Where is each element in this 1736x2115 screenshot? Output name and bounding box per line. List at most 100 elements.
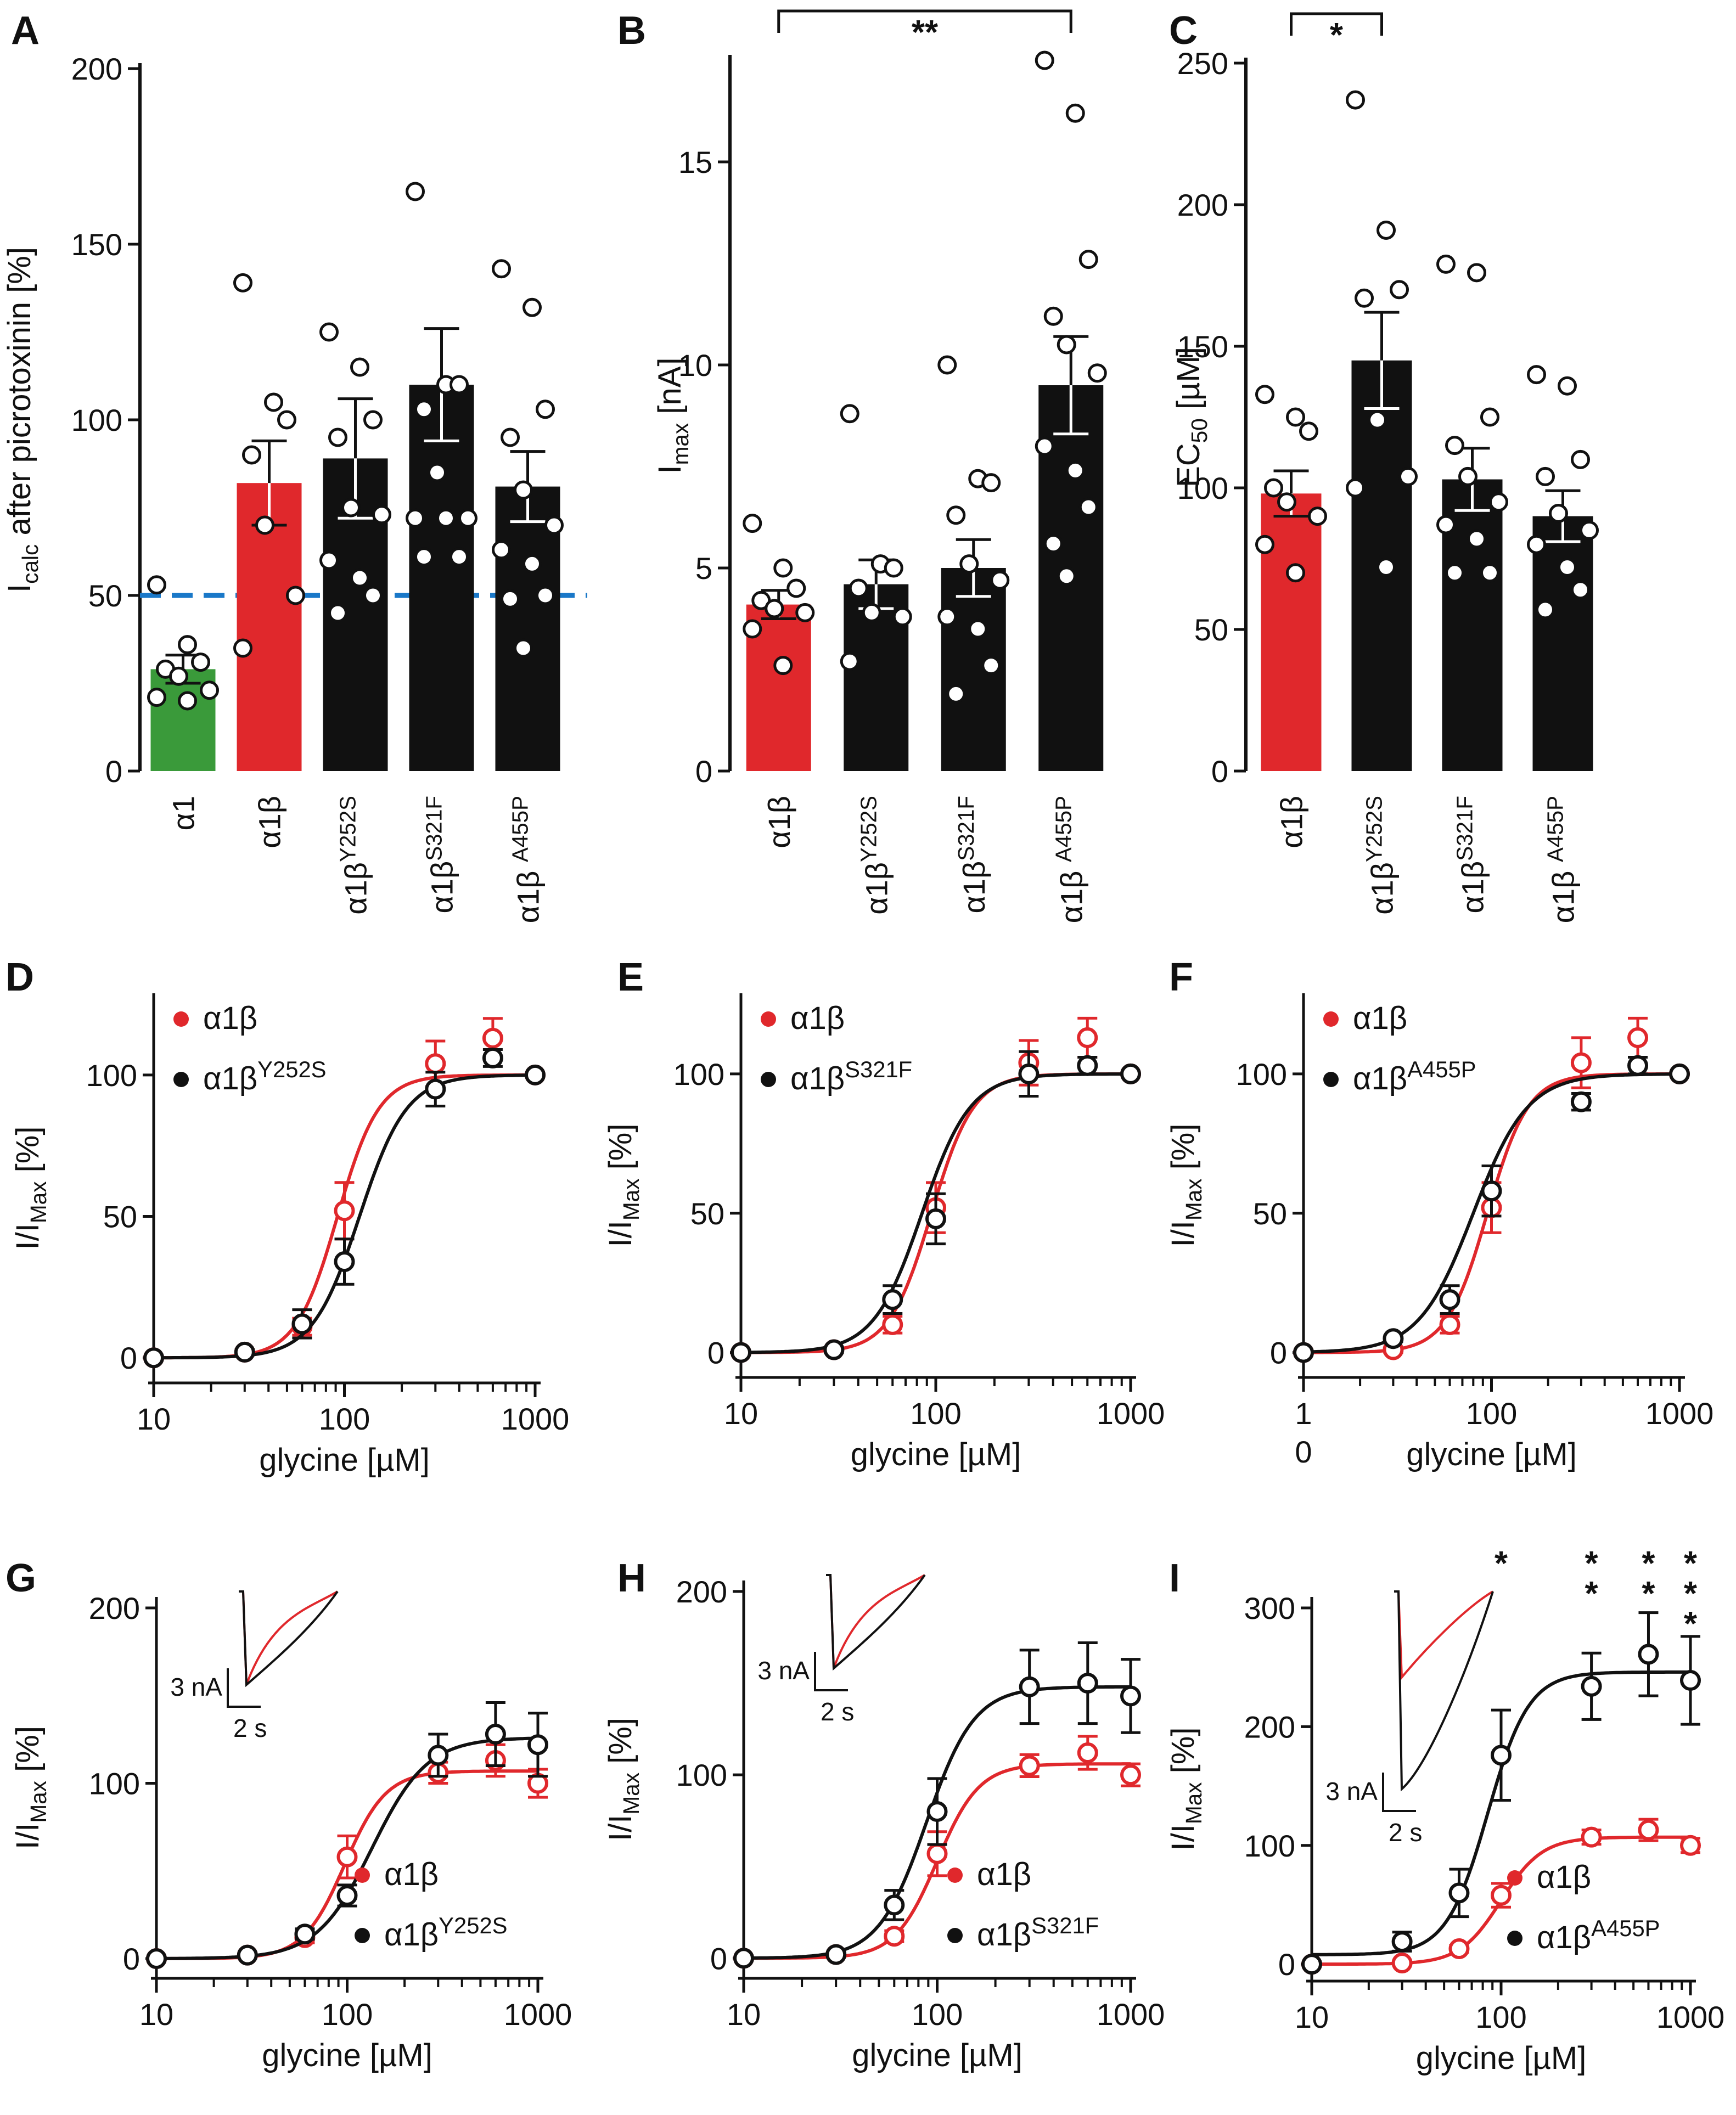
category-label-sup: S321F [422, 796, 447, 861]
y-axis-label-rest: [%] [10, 1127, 46, 1182]
x-tick-label: 10 [724, 1396, 758, 1431]
category-label-base: α1β [1365, 862, 1400, 915]
y-tick-label: 100 [1236, 1057, 1287, 1092]
category-label-base: α1β [762, 796, 796, 848]
panel-label: E [617, 955, 644, 999]
data-point [1536, 600, 1555, 620]
y-tick-label: 300 [1244, 1591, 1295, 1625]
data-point [492, 259, 511, 279]
inset-scale-bar [227, 1668, 261, 1708]
data-point [1087, 363, 1107, 383]
x-tick-label: 1 [1295, 1396, 1312, 1431]
category-label-base: α1β [339, 862, 373, 915]
data-point [773, 656, 793, 676]
y-axis-label-main: I/I [10, 1823, 46, 1849]
legend-label-base: α1β [384, 1857, 439, 1892]
data-point [328, 603, 347, 623]
category-label: α1βS321F [953, 796, 991, 914]
category-label-base: α1β [957, 861, 991, 914]
y-axis-label-sub: calc [18, 544, 43, 584]
category-label: α1βS321F [422, 796, 459, 914]
legend-label-base: α1β [384, 1917, 439, 1953]
data-point [884, 558, 903, 578]
data-point [1558, 557, 1577, 577]
y-axis-label-sub: 50 [1187, 418, 1212, 443]
data-point [1043, 306, 1063, 326]
y-axis-label-main: I/I [10, 1223, 46, 1250]
y-axis-label-rest: [µM] [1171, 347, 1206, 418]
x-tick-label: 100 [1475, 2000, 1526, 2034]
y-tick-label: 100 [673, 1057, 724, 1092]
significance-star: * [1642, 1575, 1655, 1613]
y-axis-label: I/IMax [%] [603, 1718, 644, 1841]
y-tick-label: 50 [103, 1200, 137, 1234]
data-point [350, 568, 369, 588]
data-point [336, 1885, 358, 1906]
category-label: α1βY252S [856, 796, 894, 915]
data-point [1077, 1027, 1098, 1048]
category-label: α1β A455P [1543, 796, 1581, 923]
y-axis-label-main: EC [1171, 443, 1206, 487]
data-point [1491, 1745, 1512, 1766]
data-point [786, 578, 806, 598]
data-point [514, 480, 533, 500]
y-tick-label: 100 [1177, 471, 1228, 505]
x-axis-label: glycine [µM] [259, 1442, 430, 1478]
data-point [1346, 478, 1365, 498]
category-label-base: α1β [1054, 862, 1088, 923]
x-axis-label: glycine [µM] [262, 2038, 432, 2073]
y-tick-label: 5 [695, 551, 712, 586]
data-point [450, 375, 469, 395]
data-point [946, 505, 966, 525]
category-label: α1β [762, 796, 796, 848]
category-label-base: α1β [1274, 796, 1309, 848]
y-tick-label: 50 [1253, 1196, 1287, 1231]
data-point [1019, 1755, 1040, 1776]
data-point [1489, 492, 1508, 512]
data-point [892, 607, 912, 627]
x-extra-label: 0 [1295, 1435, 1312, 1469]
category-label-base: α1β [1546, 862, 1581, 923]
x-axis-label: glycine [µM] [851, 1437, 1021, 1472]
inset-scale-y: 3 nA [1325, 1777, 1378, 1805]
legend-label-base: α1β [790, 1000, 845, 1036]
data-point [1078, 250, 1098, 269]
y-axis-label-rest: after picrotoxinin [%] [2, 247, 37, 544]
y-axis-label-rest: [nA] [652, 357, 688, 423]
data-point [1077, 1673, 1098, 1694]
legend-marker [355, 1928, 370, 1943]
panel-A: A 0 50 100 150 200 Icalc after picrotoxinin [%… [2, 9, 587, 923]
y-axis-label: I/IMax [%] [603, 1124, 644, 1247]
y-axis-label: EC50 [µM] [1171, 347, 1212, 487]
fit-curve-mutant [741, 1072, 1131, 1354]
x-tick-label: 10 [137, 1402, 171, 1436]
y-axis-label-main: I [652, 465, 688, 474]
data-point [1255, 535, 1274, 554]
bar [409, 385, 474, 771]
legend-label-base: α1β [977, 1917, 1031, 1953]
data-point [363, 410, 383, 430]
data-point [825, 1944, 847, 1965]
data-point [328, 428, 347, 447]
x-tick-label: 100 [910, 1396, 961, 1431]
y-axis-label-sub: Max [26, 1181, 51, 1223]
legend-marker [1507, 1931, 1522, 1946]
category-label: α1β A455P [1050, 796, 1088, 923]
data-point [1346, 90, 1365, 110]
legend-label: α1βA455P [1537, 1915, 1660, 1955]
category-label-base: α1β [1456, 861, 1490, 914]
significance-bracket [1290, 12, 1383, 36]
data-point [350, 357, 369, 377]
data-point [981, 656, 1001, 676]
x-tick-label: 100 [912, 1997, 963, 2032]
data-point [319, 550, 339, 570]
significance-star: * [1684, 1545, 1698, 1583]
y-axis-label-main: I [2, 584, 37, 593]
data-point [482, 1027, 503, 1049]
legend-label-sup: A455P [1591, 1915, 1660, 1941]
data-point [773, 558, 793, 578]
x-tick-label: 1000 [501, 1402, 570, 1436]
data-point [436, 508, 456, 528]
panel-H: H 0 100 200 10 100 1000 glycine [µM] I/IMax [%] α… [603, 1556, 1165, 2073]
data-point [840, 651, 859, 671]
